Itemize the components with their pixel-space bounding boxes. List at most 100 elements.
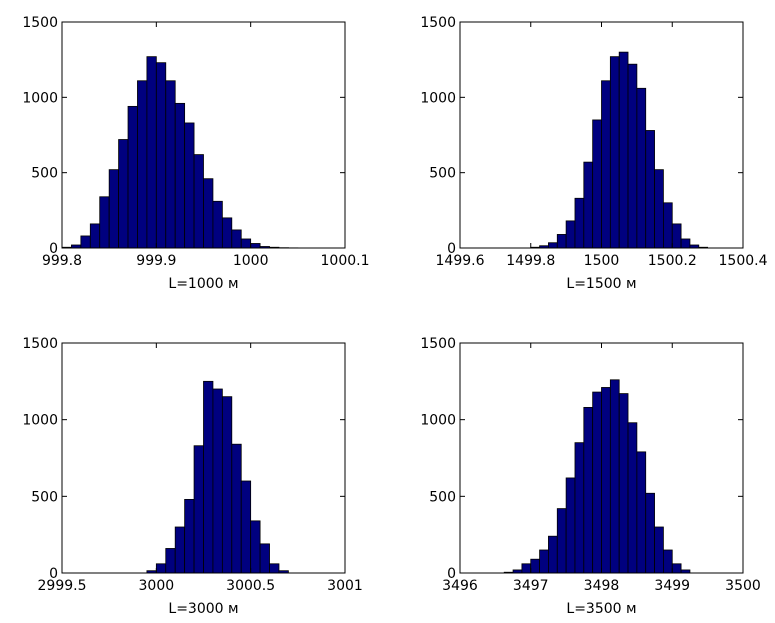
- histogram-panel-1: 999.8 999.9 1000 1000.1 0 500 1000 1500 L=1000 м: [22, 15, 369, 292]
- histogram-bar: [193, 445, 204, 574]
- histogram-bar: [636, 451, 647, 574]
- y-tick-label: 0: [447, 566, 456, 582]
- y-tick-label: 500: [429, 166, 456, 182]
- x-tick-label: 1499.6: [436, 253, 485, 269]
- histogram-bar: [174, 102, 186, 249]
- histogram-bar: [118, 139, 129, 249]
- histogram-bar: [269, 563, 280, 574]
- histogram-bar: [212, 388, 223, 574]
- histogram-bar: [645, 492, 655, 574]
- histogram-bar: [583, 161, 594, 249]
- x-tick-label: 1500.2: [648, 253, 697, 269]
- x-tick-label: 3499: [654, 578, 690, 594]
- histogram-bar: [184, 122, 195, 249]
- x-axis-label: L=1500 м: [566, 276, 636, 292]
- histogram-bar: [601, 387, 611, 574]
- histogram-bar: [565, 477, 576, 574]
- histogram-bar: [556, 234, 567, 249]
- y-tick-label: 500: [31, 489, 58, 505]
- histogram-bar: [663, 202, 673, 249]
- y-tick-label: 1000: [420, 413, 456, 429]
- histogram-bar: [203, 178, 214, 249]
- y-tick-label: 1500: [420, 336, 456, 352]
- histogram-bar: [184, 498, 195, 574]
- histogram-bar: [556, 508, 567, 574]
- y-tick-label: 0: [447, 241, 456, 257]
- histogram-bar: [203, 380, 214, 574]
- y-tick-label: 0: [49, 241, 58, 257]
- y-tick-label: 1000: [22, 90, 58, 106]
- histogram-bar: [574, 197, 585, 249]
- histogram-bar: [212, 200, 223, 249]
- x-tick-label: 3497: [513, 578, 549, 594]
- histogram-panel-2: 1499.6 1499.8 1500 1500.2 1500.4 0 500 1000 1500…: [420, 15, 767, 292]
- histogram-bar: [521, 563, 532, 574]
- histogram-bar: [548, 242, 558, 249]
- histogram-bar: [654, 169, 664, 249]
- axes-box: [61, 342, 346, 574]
- histogram-bar: [601, 80, 611, 249]
- x-tick-label: 1500: [584, 253, 620, 269]
- histogram-bar: [618, 51, 629, 249]
- histogram-bar: [165, 548, 176, 574]
- y-tick-label: 1500: [22, 15, 58, 31]
- histogram-bar: [137, 80, 148, 249]
- histogram-bar: [636, 87, 647, 249]
- x-tick-label: 1000: [233, 253, 269, 269]
- histogram-bar: [221, 396, 233, 574]
- histogram-bar: [645, 130, 655, 249]
- x-tick-label: 1000.1: [321, 253, 370, 269]
- x-tick-label: 3001: [327, 578, 363, 594]
- histogram-bar: [165, 80, 176, 249]
- histogram-bar: [654, 526, 664, 574]
- x-axis-label: L=3500 м: [566, 601, 636, 617]
- histogram-bar: [627, 422, 638, 574]
- histogram-bar: [671, 223, 682, 249]
- histogram-bar: [680, 238, 691, 249]
- histogram-bar: [609, 56, 620, 249]
- histogram-bar: [663, 549, 673, 574]
- x-tick-label: 3496: [442, 578, 478, 594]
- y-tick-label: 1500: [420, 15, 456, 31]
- x-tick-label: 1499.8: [506, 253, 555, 269]
- histogram-bar: [259, 543, 270, 574]
- histogram-bar: [250, 243, 261, 249]
- histogram-bar: [146, 56, 157, 249]
- histogram-bar: [108, 169, 119, 249]
- histogram-bar: [627, 63, 638, 249]
- histogram-bar: [592, 391, 602, 574]
- x-tick-label: 1500.4: [719, 253, 768, 269]
- histogram-bar: [530, 558, 540, 574]
- histogram-bar: [574, 442, 585, 574]
- histogram-bar: [592, 119, 602, 249]
- histogram-bar: [231, 229, 242, 249]
- x-tick-label: 999.8: [42, 253, 82, 269]
- x-tick-label: 3498: [584, 578, 620, 594]
- histogram-bar: [618, 393, 629, 574]
- y-tick-label: 500: [31, 166, 58, 182]
- histogram-bar: [221, 217, 233, 249]
- histogram-bar: [548, 535, 558, 574]
- histogram-bar: [240, 480, 252, 574]
- y-tick-label: 1500: [22, 336, 58, 352]
- x-tick-label: 2999.5: [38, 578, 87, 594]
- histogram-bar: [539, 549, 549, 574]
- histogram-bar: [127, 105, 138, 249]
- x-tick-label: 3000: [139, 578, 175, 594]
- histogram-bar: [155, 62, 167, 249]
- histogram-bar: [250, 520, 261, 574]
- histogram-bar: [583, 406, 594, 574]
- y-tick-label: 1000: [420, 90, 456, 106]
- y-tick-label: 1000: [22, 413, 58, 429]
- histogram-bar: [671, 563, 682, 574]
- histogram-bar: [155, 563, 167, 574]
- histogram-bar: [193, 154, 204, 249]
- x-tick-label: 999.9: [136, 253, 176, 269]
- x-axis-label: L=3000 м: [168, 601, 238, 617]
- histogram-bar: [240, 238, 252, 249]
- histogram-panel-3: 2999.5 3000 3000.5 3001 0 500 1000 1500 L=3000 м: [22, 336, 362, 617]
- histogram-bar: [231, 443, 242, 574]
- x-axis-label: L=1000 м: [168, 276, 238, 292]
- histogram-bar: [99, 196, 110, 249]
